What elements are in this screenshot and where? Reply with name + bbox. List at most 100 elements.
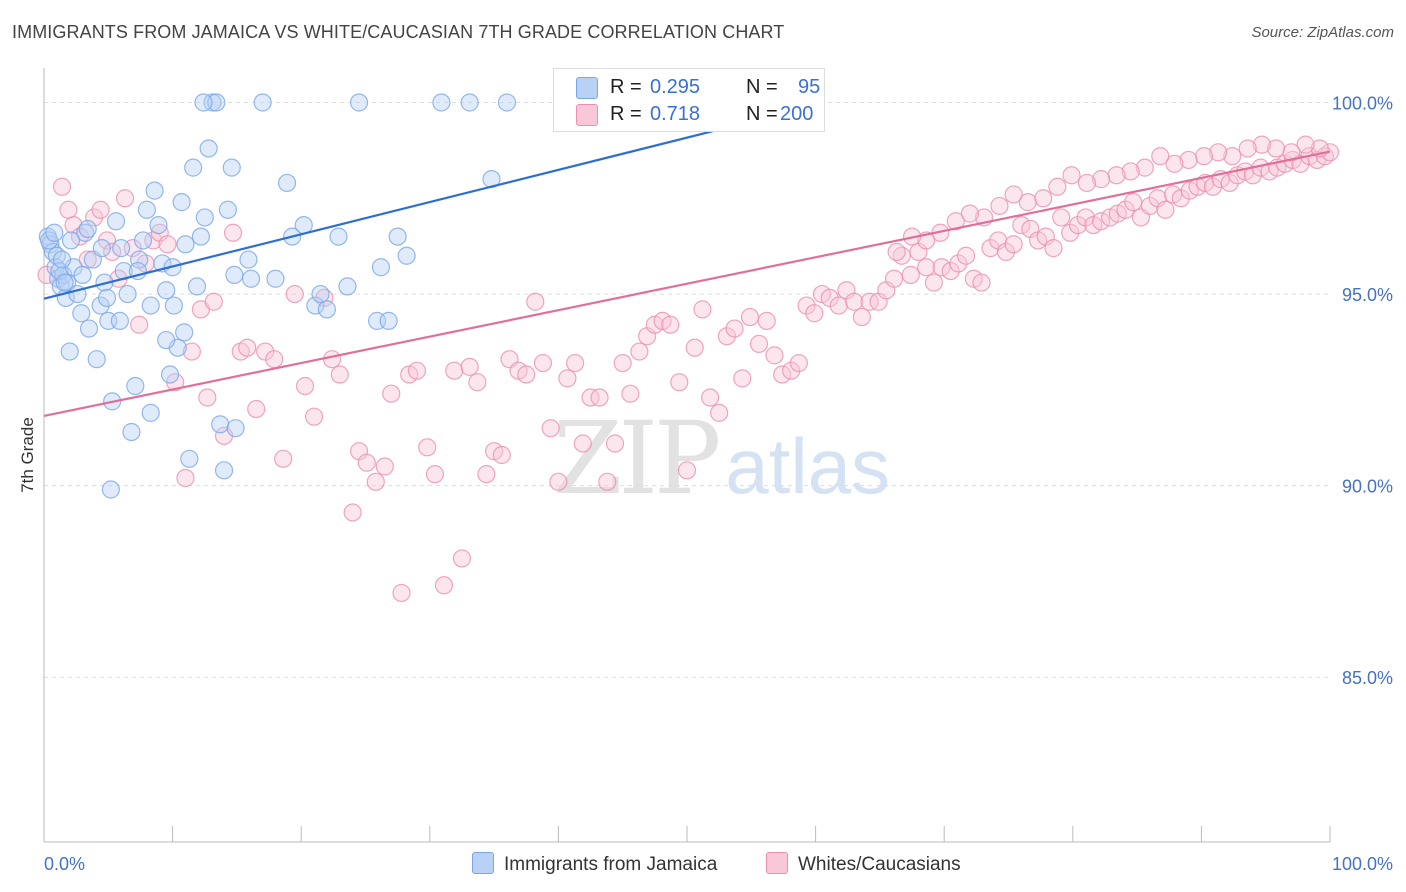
data-point-whites — [477, 465, 496, 484]
data-point-whites — [613, 353, 632, 373]
data-point-whites — [238, 338, 257, 357]
data-point-jamaica — [497, 93, 517, 112]
data-point-whites — [434, 576, 454, 595]
x-tick-label-min: 0.0% — [44, 854, 85, 874]
n-value: 200 — [780, 103, 814, 125]
data-point-jamaica — [106, 212, 126, 231]
data-point-whites — [558, 369, 577, 388]
data-point-whites — [1116, 200, 1135, 219]
data-point-jamaica — [253, 93, 272, 112]
data-point-whites — [1124, 193, 1143, 212]
legend-item-whites[interactable]: Whites/Caucasians — [766, 852, 961, 876]
data-point-whites — [115, 189, 135, 208]
data-point-whites — [541, 419, 560, 438]
data-point-whites — [990, 196, 1009, 216]
data-point-whites — [972, 273, 991, 292]
data-point-whites — [845, 292, 864, 311]
data-point-whites — [1165, 154, 1184, 173]
data-point-jamaica — [184, 158, 203, 177]
stats-legend: R = 0.295 N = 95 R = 0.718 N = 200 — [553, 68, 825, 132]
data-point-jamaica — [133, 231, 153, 250]
data-point-jamaica — [432, 93, 451, 112]
data-point-whites — [1209, 143, 1228, 162]
data-point-jamaica — [306, 296, 325, 315]
data-point-jamaica — [199, 139, 218, 158]
data-point-jamaica — [141, 403, 160, 422]
data-point-whites — [198, 388, 217, 407]
data-point-jamaica — [218, 200, 237, 219]
data-point-whites — [492, 445, 511, 465]
data-point-whites — [285, 284, 304, 304]
data-point-jamaica — [112, 238, 131, 258]
n-label: N = — [746, 103, 778, 125]
n-value: 95 — [798, 76, 821, 98]
x-tick-label-max: 100.0% — [1332, 854, 1393, 874]
data-point-whites — [204, 292, 223, 311]
data-point-whites — [91, 200, 110, 219]
data-point-jamaica — [349, 93, 369, 112]
data-point-whites — [1048, 177, 1067, 196]
data-point-jamaica — [388, 227, 407, 246]
data-point-jamaica — [277, 173, 297, 193]
data-point-whites — [357, 453, 376, 472]
data-point-whites — [182, 342, 201, 361]
r-value: 0.295 — [650, 76, 701, 98]
data-point-whites — [996, 242, 1016, 262]
watermark: ZIP atlas — [553, 400, 890, 517]
tick-label-layer: 100.0% 95.0% 90.0% 85.0% 0.0% 100.0% — [44, 93, 1393, 874]
data-point-whites — [956, 246, 976, 265]
points-layer — [37, 93, 1340, 603]
data-point-jamaica — [338, 277, 357, 296]
data-point-jamaica — [241, 269, 261, 288]
data-point-jamaica — [122, 422, 141, 442]
data-point-whites — [452, 549, 472, 568]
data-point-jamaica — [45, 223, 64, 242]
data-point-whites — [1091, 170, 1111, 189]
data-point-whites — [677, 461, 697, 480]
data-point-whites — [630, 342, 649, 361]
data-point-whites — [1061, 223, 1080, 242]
data-point-whites — [1179, 150, 1198, 170]
data-point-whites — [917, 258, 936, 277]
data-point-whites — [598, 472, 617, 491]
data-point-jamaica — [157, 281, 176, 300]
data-point-jamaica — [176, 235, 195, 254]
data-point-whites — [749, 334, 769, 353]
data-point-whites — [322, 350, 342, 369]
data-point-whites — [330, 365, 349, 384]
data-point-jamaica — [126, 376, 145, 396]
trend-line-jamaica — [43, 130, 713, 300]
data-point-whites — [418, 438, 437, 457]
data-point-whites — [343, 503, 362, 522]
data-point-whites — [425, 465, 445, 484]
data-point-jamaica — [52, 250, 72, 269]
data-point-jamaica — [195, 208, 214, 227]
data-point-whites — [265, 350, 284, 369]
data-point-jamaica — [329, 227, 348, 246]
data-point-jamaica — [72, 304, 91, 323]
data-point-whites — [949, 254, 968, 273]
data-point-whites — [295, 376, 315, 396]
data-point-whites — [1151, 147, 1170, 166]
data-point-whites — [789, 353, 808, 373]
data-point-jamaica — [149, 215, 168, 235]
grid-layer — [44, 101, 1330, 678]
data-point-whites — [1062, 166, 1081, 185]
data-point-whites — [1223, 147, 1242, 166]
legend-item-jamaica[interactable]: Immigrants from Jamaica — [472, 852, 717, 876]
data-point-whites — [130, 315, 149, 334]
data-point-whites — [725, 319, 744, 338]
data-point-whites — [901, 265, 920, 285]
data-point-whites — [710, 403, 729, 422]
data-point-whites — [884, 269, 904, 288]
data-point-whites — [1004, 185, 1023, 204]
data-point-whites — [1044, 238, 1063, 258]
data-point-jamaica — [397, 246, 416, 265]
pink-swatch — [576, 104, 598, 126]
data-point-whites — [1052, 208, 1071, 227]
data-point-whites — [685, 338, 704, 357]
data-point-whites — [274, 449, 293, 468]
data-point-jamaica — [226, 419, 245, 438]
data-point-whites — [1012, 215, 1031, 235]
n-label: N = — [746, 76, 778, 98]
